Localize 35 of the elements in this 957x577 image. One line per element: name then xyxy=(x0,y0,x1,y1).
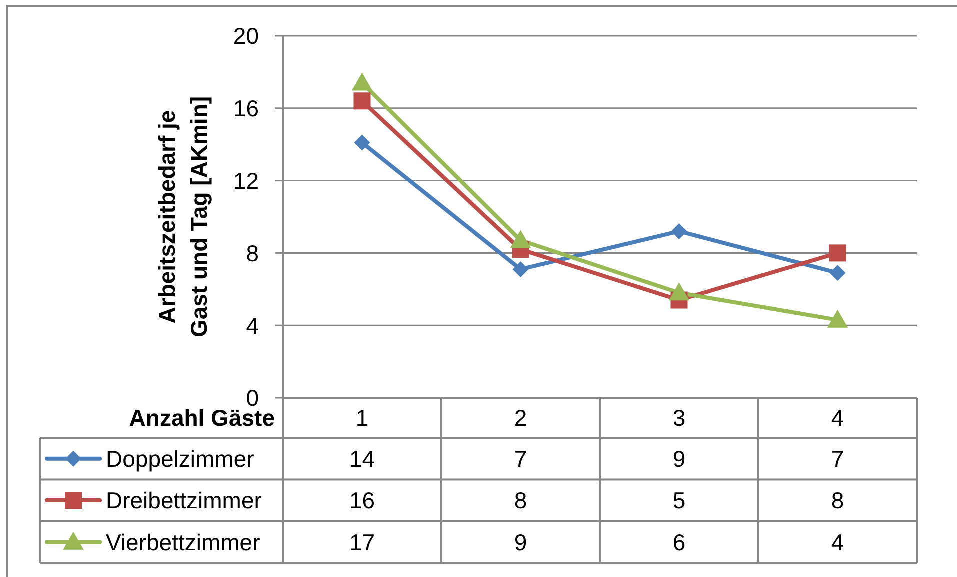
point xyxy=(671,223,688,240)
y-tick-label: 20 xyxy=(233,23,259,50)
x-tick-label: 3 xyxy=(672,405,686,431)
point xyxy=(668,282,690,301)
point xyxy=(512,261,529,278)
y-tick-label: 12 xyxy=(233,168,259,194)
data-label: 16 xyxy=(349,488,376,514)
data-label: 6 xyxy=(672,529,686,556)
x-tick-label: 4 xyxy=(831,405,844,431)
data-label: 9 xyxy=(672,446,686,472)
point xyxy=(352,72,373,91)
data-label: 8 xyxy=(831,488,844,514)
y-tick-label: 4 xyxy=(246,312,260,339)
x-tick-label: 1 xyxy=(356,405,369,431)
point xyxy=(827,310,848,328)
data-label: 5 xyxy=(672,488,686,514)
point xyxy=(354,92,371,110)
data-label: 4 xyxy=(831,529,844,556)
point xyxy=(830,265,846,282)
data-label: 7 xyxy=(831,446,844,472)
point xyxy=(510,230,532,248)
y-axis-title: Arbeitszeitbedarf je Gast und Tag [AKmin] xyxy=(153,95,213,340)
data-label: 9 xyxy=(514,529,528,556)
legend-label: Doppelzimmer xyxy=(106,446,255,472)
data-label: 8 xyxy=(514,488,528,514)
point xyxy=(354,134,370,151)
y-tick-label: 8 xyxy=(246,240,259,266)
y-tick-label: 16 xyxy=(233,96,259,122)
legend-label: Dreibettzimmer xyxy=(106,488,262,514)
data-label: 14 xyxy=(349,446,376,472)
data-label: 17 xyxy=(349,529,376,556)
x-tick-label: 2 xyxy=(514,405,528,431)
legend-label: Vierbettzimmer xyxy=(106,529,261,556)
data-label: 7 xyxy=(514,446,528,472)
point xyxy=(829,244,846,262)
